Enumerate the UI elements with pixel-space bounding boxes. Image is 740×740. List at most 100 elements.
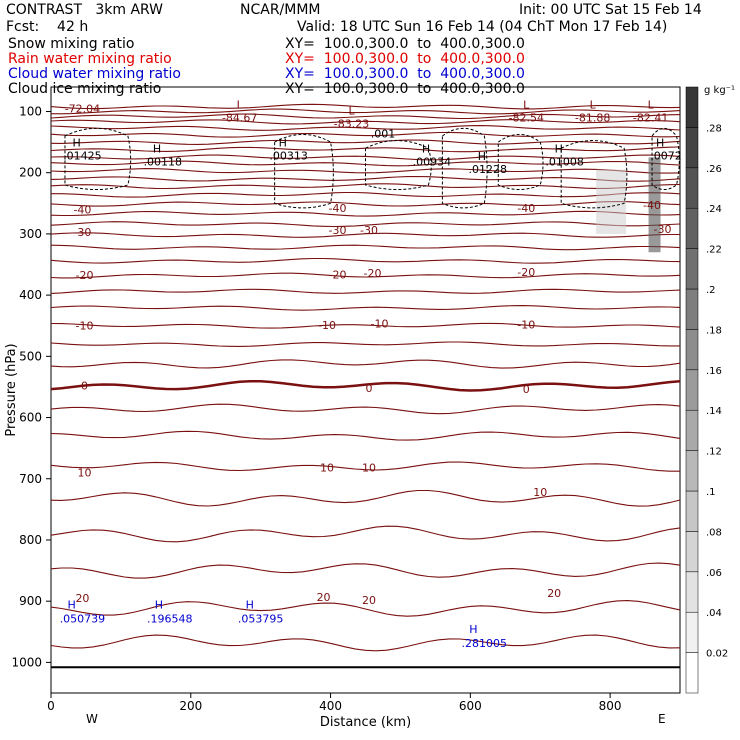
temperature-contour <box>51 191 681 198</box>
temperature-contour-label: 10 <box>533 486 547 499</box>
cloud-water-high-label: .053795 <box>238 612 284 625</box>
plot-frame <box>50 86 681 694</box>
temperature-contour <box>50 305 681 311</box>
temperature-contour-label: -40 <box>517 202 535 215</box>
temperature-contour <box>50 210 681 217</box>
temperature-contour-label: -40 <box>643 199 661 212</box>
y-tick-label: 300 <box>19 227 42 241</box>
temperature-contour-label: -10 <box>517 319 535 332</box>
colorbar-tick-label: .22 <box>706 245 722 256</box>
x-axis-label: Distance (km) <box>320 715 411 730</box>
field-cloudwater-xy: XY= 100.0,300.0 to 400.0,300.0 <box>285 66 525 82</box>
high-value-label: .00934 <box>413 155 452 168</box>
colorbar-tick-label: .26 <box>706 164 722 175</box>
cloud-water-high-label: .050739 <box>60 612 106 625</box>
low-marker: L <box>348 105 355 118</box>
colorbar-swatch <box>685 288 699 330</box>
temperature-contour-label: -40 <box>329 202 347 215</box>
temperature-contour <box>50 562 681 579</box>
temperature-contour <box>50 113 681 120</box>
low-value-label: -84.67 <box>222 111 257 124</box>
colorbar-tick-label: .16 <box>706 366 722 377</box>
field-cloudice-xy: XY= 100.0,300.0 to 400.0,300.0 <box>285 81 525 97</box>
temperature-contour-label: -30 <box>654 223 672 236</box>
temperature-contour <box>50 201 681 207</box>
high-value-label: .01008 <box>545 155 584 168</box>
low-marker: L <box>237 98 244 111</box>
high-marker: H <box>153 142 161 155</box>
high-value-label: .01425 <box>63 149 102 162</box>
y-tick-label: 500 <box>19 349 42 363</box>
high-value-label: .00118 <box>144 155 183 168</box>
colorbar-swatch <box>685 86 699 128</box>
colorbar-swatch <box>685 611 699 653</box>
x-tick-label: 200 <box>179 699 202 713</box>
high-marker: H <box>656 136 664 149</box>
temperature-contour-label: -20 <box>76 269 94 282</box>
temperature-contour <box>50 461 680 472</box>
cloud-ice-contour <box>274 133 334 209</box>
field-snow-label: Snow mixing ratio <box>8 36 135 52</box>
x-end-label-east: E <box>658 712 666 726</box>
temperature-contour <box>50 430 681 441</box>
cloud-water-high-label: .281005 <box>462 637 508 650</box>
y-tick-label: 900 <box>19 594 42 608</box>
high-marker: H <box>279 136 287 149</box>
temperature-contour-label: -10 <box>318 319 336 332</box>
colorbar-swatch <box>685 127 699 169</box>
colorbar-swatch <box>685 409 699 451</box>
colorbar-swatch <box>685 167 699 209</box>
field-cloudwater-label: Cloud water mixing ratio <box>8 66 181 82</box>
cloud-ice-contour <box>651 127 680 191</box>
temperature-contour <box>50 257 681 264</box>
y-tick-label: 800 <box>19 533 42 547</box>
low-value-label: -82.41 <box>633 111 668 124</box>
colorbar-tick-label: .18 <box>706 325 722 336</box>
colorbar-tick-label: .06 <box>706 568 722 579</box>
x-end-label-west: W <box>86 712 98 726</box>
cloud-ice-contour <box>441 127 488 209</box>
y-tick-label: 200 <box>19 166 42 180</box>
high-marker: H <box>478 150 486 163</box>
temperature-contour-label: 20 <box>547 587 561 600</box>
temperature-contour <box>50 244 681 251</box>
temperature-contour-label: -20 <box>329 268 347 281</box>
cloud-water-high-marker: H <box>155 598 163 611</box>
temperature-contour-label: -10 <box>370 317 388 330</box>
cloud-water-high-marker: H <box>469 623 477 636</box>
y-tick-label: 400 <box>19 288 42 302</box>
low-value-label: -82.54 <box>509 111 544 124</box>
temperature-contour-label: 10 <box>362 462 376 475</box>
colorbar-swatch <box>685 369 699 411</box>
field-cloudice-label: Cloud ice mixing ratio <box>8 81 162 97</box>
colorbar-tick-label: .2 <box>706 285 716 296</box>
snow-shading <box>648 157 661 253</box>
snow-shading <box>596 169 627 234</box>
valid-time: Valid: 18 UTC Sun 16 Feb 14 (04 ChT Mon … <box>297 19 668 35</box>
colorbar-swatch <box>685 450 699 492</box>
temperature-contour <box>50 288 681 294</box>
cloud-water-high-marker: H <box>246 598 254 611</box>
cloud-ice-contour <box>64 127 132 190</box>
colorbar-tick-label: .14 <box>706 406 722 417</box>
field-snow-xy: XY= 100.0,300.0 to 400.0,300.0 <box>285 36 525 52</box>
temperature-contour-label: -30 <box>329 224 347 237</box>
x-tick-label: 600 <box>459 699 482 713</box>
temperature-contour <box>50 379 681 392</box>
colorbar-swatch <box>685 248 699 290</box>
temperature-contour <box>50 525 681 543</box>
colorbar-tick-label: 0.02 <box>706 649 728 660</box>
high-value-label: .0072 <box>650 149 682 162</box>
y-tick-label: 600 <box>19 411 42 425</box>
colorbar-swatch <box>685 531 699 573</box>
x-tick-label: 400 <box>319 699 342 713</box>
temperature-contour-label: 10 <box>78 467 92 480</box>
cloud-water-high-marker: H <box>67 598 75 611</box>
field-rain-xy: XY= 100.0,300.0 to 400.0,300.0 <box>285 51 525 67</box>
init-time: Init: 00 UTC Sat 15 Feb 14 <box>519 2 702 18</box>
high-marker: H <box>72 136 80 149</box>
temperature-contour <box>50 232 680 238</box>
low-marker: L <box>523 98 530 111</box>
temperature-contour <box>50 322 681 329</box>
